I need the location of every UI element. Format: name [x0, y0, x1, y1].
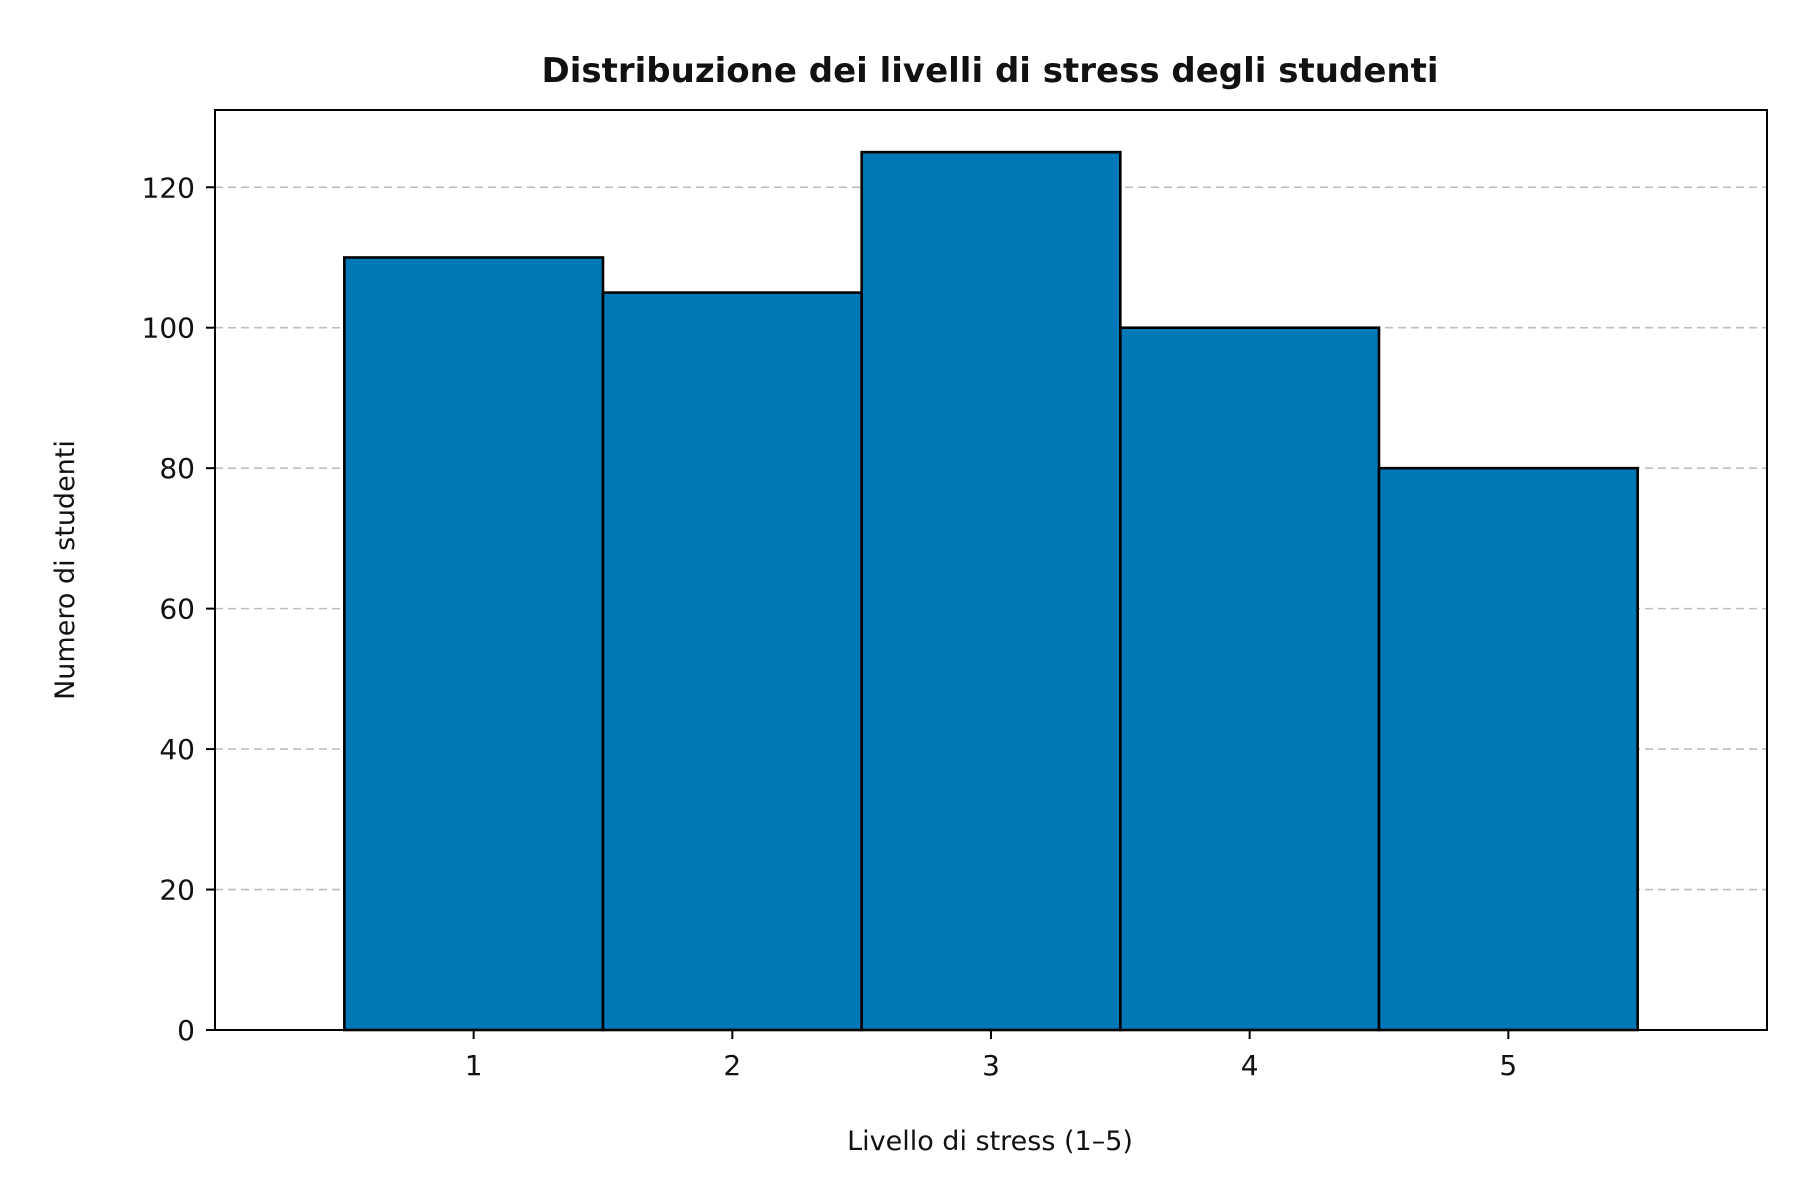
x-tick-label: 2: [723, 1049, 741, 1082]
x-tick-label: 3: [982, 1049, 1000, 1082]
bar-stress-level-3: [860, 150, 1122, 1032]
y-tick-label: 120: [142, 171, 195, 204]
bar-stress-level-5: [1377, 466, 1639, 1032]
y-tick-label: 80: [159, 452, 195, 485]
x-axis-label: Livello di stress (1–5): [847, 1126, 1133, 1157]
bar-layer: [343, 150, 1639, 1032]
tick-layer: 0 20 40 60 80 100 120 1 2 3 4 5: [142, 171, 1518, 1082]
y-tick-label: 0: [177, 1014, 195, 1047]
y-tick-label: 20: [159, 874, 195, 907]
y-tick-label: 60: [159, 593, 195, 626]
bar-stress-level-4: [1119, 326, 1381, 1032]
y-tick-label: 40: [159, 733, 195, 766]
bar-stress-level-2: [601, 291, 863, 1032]
x-tick-label: 4: [1241, 1049, 1259, 1082]
y-axis-label: Numero di studenti: [50, 440, 81, 700]
x-tick-label: 5: [1499, 1049, 1517, 1082]
chart-title: Distribuzione dei livelli di stress degl…: [542, 51, 1439, 91]
x-tick-label: 1: [465, 1049, 483, 1082]
y-tick-label: 100: [142, 312, 195, 345]
bar-stress-level-1: [343, 256, 605, 1032]
